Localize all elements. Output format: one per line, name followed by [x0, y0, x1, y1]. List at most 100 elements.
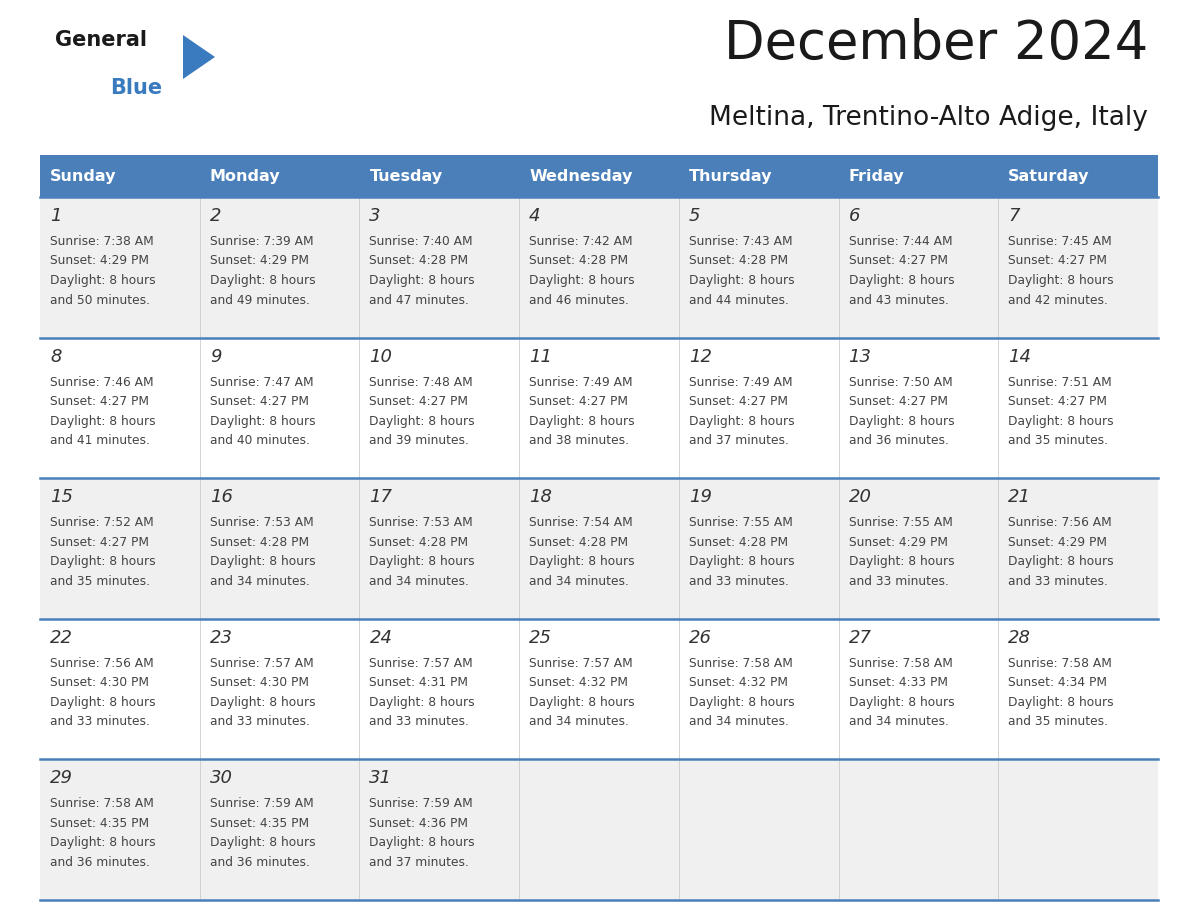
Text: Daylight: 8 hours: Daylight: 8 hours [689, 274, 795, 287]
Text: Sunrise: 7:47 AM: Sunrise: 7:47 AM [210, 375, 314, 388]
Text: and 49 minutes.: and 49 minutes. [210, 294, 310, 307]
Text: 1: 1 [50, 207, 62, 225]
Text: Daylight: 8 hours: Daylight: 8 hours [369, 555, 475, 568]
Text: 27: 27 [848, 629, 872, 647]
Bar [40, 197, 1158, 338]
Text: 30: 30 [210, 769, 233, 788]
Text: Daylight: 8 hours: Daylight: 8 hours [210, 696, 315, 709]
Text: Sunset: 4:28 PM: Sunset: 4:28 PM [369, 254, 468, 267]
Text: Sunset: 4:27 PM: Sunset: 4:27 PM [529, 395, 628, 409]
Text: Sunset: 4:28 PM: Sunset: 4:28 PM [529, 536, 628, 549]
Text: and 33 minutes.: and 33 minutes. [1009, 575, 1108, 588]
Text: Sunset: 4:27 PM: Sunset: 4:27 PM [848, 395, 948, 409]
Text: Daylight: 8 hours: Daylight: 8 hours [848, 274, 954, 287]
Text: Sunrise: 7:58 AM: Sunrise: 7:58 AM [848, 656, 953, 670]
Text: Daylight: 8 hours: Daylight: 8 hours [689, 696, 795, 709]
Text: 8: 8 [50, 348, 62, 365]
Text: Daylight: 8 hours: Daylight: 8 hours [50, 836, 156, 849]
Text: and 39 minutes.: and 39 minutes. [369, 434, 469, 447]
Text: Sunset: 4:29 PM: Sunset: 4:29 PM [1009, 536, 1107, 549]
Text: Sunrise: 7:54 AM: Sunrise: 7:54 AM [529, 516, 633, 529]
Text: Wednesday: Wednesday [529, 169, 632, 184]
Text: 7: 7 [1009, 207, 1019, 225]
Text: General: General [55, 30, 147, 50]
Text: and 36 minutes.: and 36 minutes. [50, 856, 150, 869]
Text: Sunday: Sunday [50, 169, 116, 184]
Text: and 37 minutes.: and 37 minutes. [689, 434, 789, 447]
Text: 21: 21 [1009, 488, 1031, 506]
Text: Sunrise: 7:39 AM: Sunrise: 7:39 AM [210, 235, 314, 248]
Text: Daylight: 8 hours: Daylight: 8 hours [689, 555, 795, 568]
Text: and 34 minutes.: and 34 minutes. [529, 715, 628, 728]
Text: Daylight: 8 hours: Daylight: 8 hours [50, 555, 156, 568]
Text: Sunrise: 7:55 AM: Sunrise: 7:55 AM [848, 516, 953, 529]
Text: 3: 3 [369, 207, 381, 225]
Text: Sunrise: 7:59 AM: Sunrise: 7:59 AM [369, 798, 473, 811]
Text: Daylight: 8 hours: Daylight: 8 hours [1009, 274, 1114, 287]
Text: Daylight: 8 hours: Daylight: 8 hours [848, 555, 954, 568]
Text: Monday: Monday [210, 169, 280, 184]
Text: Daylight: 8 hours: Daylight: 8 hours [50, 274, 156, 287]
Text: Sunrise: 7:57 AM: Sunrise: 7:57 AM [210, 656, 314, 670]
Text: Daylight: 8 hours: Daylight: 8 hours [210, 274, 315, 287]
Text: Sunset: 4:29 PM: Sunset: 4:29 PM [848, 536, 948, 549]
Text: Daylight: 8 hours: Daylight: 8 hours [529, 274, 634, 287]
Text: Daylight: 8 hours: Daylight: 8 hours [50, 696, 156, 709]
Text: Sunrise: 7:50 AM: Sunrise: 7:50 AM [848, 375, 953, 388]
Text: 14: 14 [1009, 348, 1031, 365]
Text: 22: 22 [50, 629, 72, 647]
Text: Sunrise: 7:51 AM: Sunrise: 7:51 AM [1009, 375, 1112, 388]
Text: Sunrise: 7:44 AM: Sunrise: 7:44 AM [848, 235, 953, 248]
Text: and 47 minutes.: and 47 minutes. [369, 294, 469, 307]
Text: Sunset: 4:27 PM: Sunset: 4:27 PM [848, 254, 948, 267]
Bar [839, 155, 998, 197]
Text: Sunset: 4:35 PM: Sunset: 4:35 PM [50, 817, 150, 830]
Text: 28: 28 [1009, 629, 1031, 647]
Text: Daylight: 8 hours: Daylight: 8 hours [369, 836, 475, 849]
Text: Sunset: 4:28 PM: Sunset: 4:28 PM [369, 536, 468, 549]
Text: Friday: Friday [848, 169, 904, 184]
Text: Daylight: 8 hours: Daylight: 8 hours [689, 415, 795, 428]
Text: and 50 minutes.: and 50 minutes. [50, 294, 150, 307]
Text: and 35 minutes.: and 35 minutes. [50, 575, 150, 588]
Text: and 34 minutes.: and 34 minutes. [369, 575, 469, 588]
Bar [40, 619, 1158, 759]
Text: 31: 31 [369, 769, 392, 788]
Text: Sunrise: 7:49 AM: Sunrise: 7:49 AM [689, 375, 792, 388]
Bar [40, 759, 1158, 900]
Bar [678, 155, 839, 197]
Text: Sunrise: 7:43 AM: Sunrise: 7:43 AM [689, 235, 792, 248]
Text: Sunrise: 7:55 AM: Sunrise: 7:55 AM [689, 516, 792, 529]
Text: Saturday: Saturday [1009, 169, 1089, 184]
Text: and 36 minutes.: and 36 minutes. [848, 434, 948, 447]
Text: Daylight: 8 hours: Daylight: 8 hours [210, 415, 315, 428]
Text: 5: 5 [689, 207, 701, 225]
Text: and 36 minutes.: and 36 minutes. [210, 856, 310, 869]
Text: and 40 minutes.: and 40 minutes. [210, 434, 310, 447]
Text: and 33 minutes.: and 33 minutes. [848, 575, 948, 588]
Text: 26: 26 [689, 629, 712, 647]
Text: and 34 minutes.: and 34 minutes. [529, 575, 628, 588]
Text: and 41 minutes.: and 41 minutes. [50, 434, 150, 447]
Text: Sunset: 4:27 PM: Sunset: 4:27 PM [689, 395, 788, 409]
Text: Sunrise: 7:57 AM: Sunrise: 7:57 AM [369, 656, 473, 670]
Text: Sunset: 4:28 PM: Sunset: 4:28 PM [529, 254, 628, 267]
Text: Sunset: 4:27 PM: Sunset: 4:27 PM [50, 536, 148, 549]
Text: and 33 minutes.: and 33 minutes. [369, 715, 469, 728]
Bar [998, 155, 1158, 197]
Text: Sunrise: 7:42 AM: Sunrise: 7:42 AM [529, 235, 633, 248]
Text: and 35 minutes.: and 35 minutes. [1009, 715, 1108, 728]
Text: and 34 minutes.: and 34 minutes. [210, 575, 310, 588]
Polygon shape [183, 35, 215, 79]
Text: Sunset: 4:27 PM: Sunset: 4:27 PM [210, 395, 309, 409]
Text: Sunrise: 7:58 AM: Sunrise: 7:58 AM [1009, 656, 1112, 670]
Text: 10: 10 [369, 348, 392, 365]
Text: 2: 2 [210, 207, 221, 225]
Bar [360, 155, 519, 197]
Text: Sunset: 4:35 PM: Sunset: 4:35 PM [210, 817, 309, 830]
Text: 11: 11 [529, 348, 552, 365]
Text: 24: 24 [369, 629, 392, 647]
Text: and 33 minutes.: and 33 minutes. [210, 715, 310, 728]
Text: Sunset: 4:36 PM: Sunset: 4:36 PM [369, 817, 468, 830]
Text: Daylight: 8 hours: Daylight: 8 hours [529, 696, 634, 709]
